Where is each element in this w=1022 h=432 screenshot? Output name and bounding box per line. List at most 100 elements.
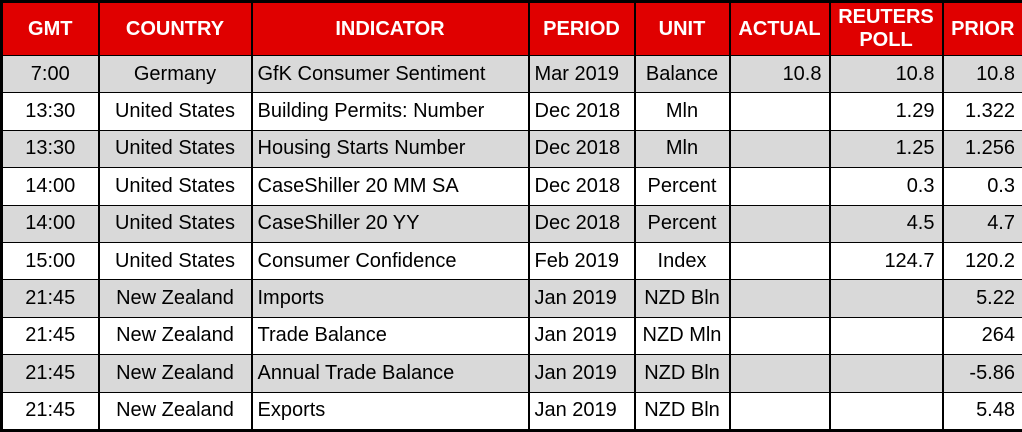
cell-actual [728, 241, 831, 281]
cell-actual [728, 167, 831, 206]
table-row: 21:45 New Zealand Trade Balance Jan 2019 NZD… [0, 316, 1022, 356]
table-row: 13:30 United States Building Permits: Numb… [0, 92, 1022, 131]
cell-country: Germany [97, 54, 253, 94]
table-row: 14:00 United States CaseShiller 20 YY Dec 2… [0, 204, 1022, 243]
cell-unit: Index [633, 241, 731, 281]
cell-actual [728, 354, 831, 393]
table-row: 13:30 United States Housing Starts Number D… [0, 129, 1022, 169]
cell-reuters-poll [828, 354, 944, 393]
cell-prior: 4.7 [941, 204, 1022, 243]
cell-prior: 1.256 [941, 129, 1022, 169]
table-body: 7:00 Germany GfK Consumer Sentiment Mar 201… [0, 54, 1022, 432]
table-row: 21:45 New Zealand Exports Jan 2019 NZD Bln 5.… [0, 391, 1022, 432]
cell-period: Jan 2019 [527, 354, 636, 393]
cell-indicator: Housing Starts Number [250, 129, 530, 169]
cell-unit: NZD Bln [633, 279, 731, 318]
cell-indicator: CaseShiller 20 YY [250, 204, 530, 243]
cell-unit: Mln [633, 92, 731, 131]
cell-period: Dec 2018 [527, 129, 636, 169]
cell-gmt: 15:00 [0, 241, 100, 281]
cell-prior: 120.2 [941, 241, 1022, 281]
cell-reuters-poll [828, 279, 944, 318]
cell-actual [728, 316, 831, 356]
cell-period: Dec 2018 [527, 92, 636, 131]
cell-indicator: Annual Trade Balance [250, 354, 530, 393]
cell-period: Mar 2019 [527, 54, 636, 94]
cell-reuters-poll: 124.7 [828, 241, 944, 281]
cell-gmt: 21:45 [0, 279, 100, 318]
cell-gmt: 21:45 [0, 354, 100, 393]
column-header-unit: UNIT [633, 1, 731, 56]
cell-reuters-poll: 10.8 [828, 54, 944, 94]
table-row: 21:45 New Zealand Imports Jan 2019 NZD Bln 5.… [0, 279, 1022, 318]
table-row: 21:45 New Zealand Annual Trade Balance Jan … [0, 354, 1022, 393]
cell-country: United States [97, 129, 253, 169]
cell-indicator: Consumer Confidence [250, 241, 530, 281]
cell-unit: NZD Bln [633, 391, 731, 432]
cell-actual [728, 129, 831, 169]
cell-actual [728, 391, 831, 432]
cell-indicator: Imports [250, 279, 530, 318]
column-header-indicator: INDICATOR [250, 1, 530, 56]
cell-prior: -5.86 [941, 354, 1022, 393]
cell-gmt: 13:30 [0, 92, 100, 131]
cell-indicator: Exports [250, 391, 530, 432]
cell-prior: 10.8 [941, 54, 1022, 94]
cell-gmt: 13:30 [0, 129, 100, 169]
cell-country: United States [97, 92, 253, 131]
cell-reuters-poll [828, 391, 944, 432]
column-header-actual: ACTUAL [728, 1, 831, 56]
table-row: 7:00 Germany GfK Consumer Sentiment Mar 201… [0, 54, 1022, 94]
cell-indicator: CaseShiller 20 MM SA [250, 167, 530, 206]
cell-gmt: 14:00 [0, 167, 100, 206]
cell-gmt: 21:45 [0, 316, 100, 356]
cell-prior: 5.22 [941, 279, 1022, 318]
cell-unit: Percent [633, 167, 731, 206]
cell-gmt: 21:45 [0, 391, 100, 432]
cell-period: Feb 2019 [527, 241, 636, 281]
cell-country: United States [97, 241, 253, 281]
cell-country: New Zealand [97, 354, 253, 393]
cell-prior: 264 [941, 316, 1022, 356]
table-header: GMT COUNTRY INDICATOR PERIOD UNIT ACTUAL REUTE… [0, 1, 1022, 56]
cell-country: New Zealand [97, 279, 253, 318]
cell-prior: 5.48 [941, 391, 1022, 432]
cell-prior: 1.322 [941, 92, 1022, 131]
cell-actual [728, 279, 831, 318]
cell-country: United States [97, 204, 253, 243]
cell-indicator: Building Permits: Number [250, 92, 530, 131]
cell-unit: NZD Bln [633, 354, 731, 393]
column-header-gmt: GMT [0, 1, 100, 56]
table-row: 14:00 United States CaseShiller 20 MM SA De… [0, 167, 1022, 206]
cell-reuters-poll: 4.5 [828, 204, 944, 243]
header-row: GMT COUNTRY INDICATOR PERIOD UNIT ACTUAL REUTE… [0, 1, 1022, 56]
cell-country: New Zealand [97, 391, 253, 432]
cell-period: Jan 2019 [527, 279, 636, 318]
cell-gmt: 7:00 [0, 54, 100, 94]
column-header-prior: PRIOR [941, 1, 1022, 56]
cell-period: Dec 2018 [527, 167, 636, 206]
cell-prior: 0.3 [941, 167, 1022, 206]
cell-reuters-poll: 0.3 [828, 167, 944, 206]
column-header-reuters-poll: REUTERS POLL [828, 1, 944, 56]
cell-reuters-poll [828, 316, 944, 356]
cell-period: Jan 2019 [527, 316, 636, 356]
table-row: 15:00 United States Consumer Confidence Feb… [0, 241, 1022, 281]
cell-period: Dec 2018 [527, 204, 636, 243]
cell-indicator: GfK Consumer Sentiment [250, 54, 530, 94]
cell-unit: Mln [633, 129, 731, 169]
cell-actual [728, 92, 831, 131]
cell-gmt: 14:00 [0, 204, 100, 243]
cell-period: Jan 2019 [527, 391, 636, 432]
cell-unit: NZD Mln [633, 316, 731, 356]
cell-unit: Percent [633, 204, 731, 243]
cell-actual: 10.8 [728, 54, 831, 94]
cell-unit: Balance [633, 54, 731, 94]
cell-country: United States [97, 167, 253, 206]
column-header-period: PERIOD [527, 1, 636, 56]
cell-country: New Zealand [97, 316, 253, 356]
cell-indicator: Trade Balance [250, 316, 530, 356]
column-header-country: COUNTRY [97, 1, 253, 56]
cell-reuters-poll: 1.29 [828, 92, 944, 131]
